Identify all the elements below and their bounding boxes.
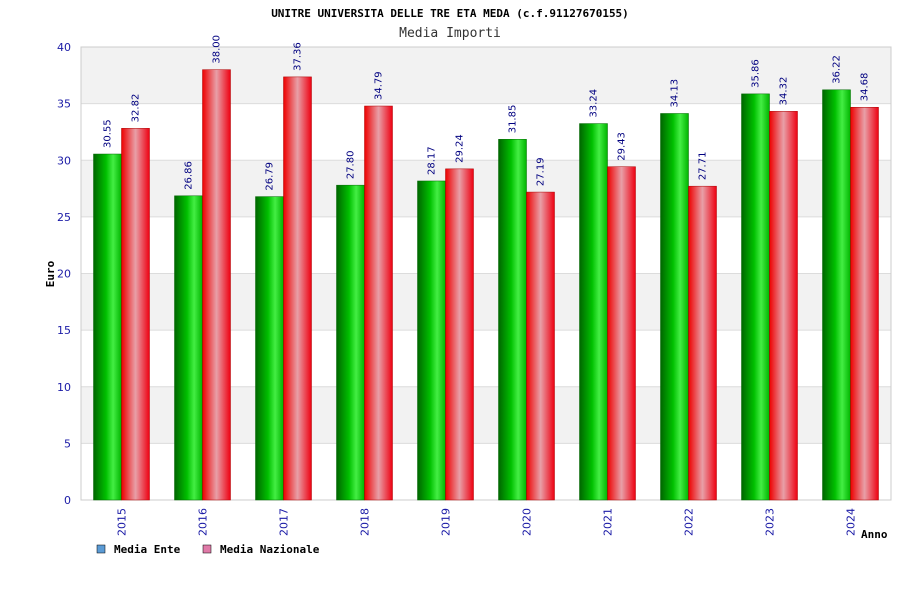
bar-media-ente-2020 [498,139,527,501]
y-axis-label: Euro [44,260,57,287]
y-tick-label: 10 [57,381,71,394]
value-label-media-nazionale-2019: 29.24 [455,134,466,163]
y-tick-label: 0 [64,494,71,507]
value-label-media-ente-2015: 30.55 [103,119,114,148]
bar-media-ente-2023 [741,93,770,501]
y-tick-label: 40 [57,41,71,54]
bar-media-nazionale-2015 [121,128,150,501]
value-label-media-ente-2020: 31.85 [508,105,519,134]
legend-swatch-media-nazionale [202,544,212,554]
bar-media-ente-2024 [822,89,851,501]
bar-media-ente-2015 [93,153,122,501]
bar-media-nazionale-2021 [607,166,636,501]
x-tick-label-2015: 2015 [116,508,129,536]
bar-media-ente-2016 [174,195,203,501]
bar-media-ente-2018 [336,184,365,501]
value-label-media-nazionale-2018: 34.79 [374,71,385,100]
bars [93,69,879,501]
x-tick-label-2019: 2019 [440,508,453,536]
bar-media-nazionale-2020 [526,191,555,501]
value-label-media-ente-2021: 33.24 [589,89,600,118]
y-tick-label: 20 [57,268,71,281]
x-axis-ticks: 2015 2016 2017 2018 2019 2020 2021 2022 2023 2024 [116,508,858,536]
x-tick-label-2021: 2021 [602,508,615,536]
plot-border [80,46,892,501]
bar-media-nazionale-2019 [445,168,474,501]
chart-title: UNITRE UNIVERSITA DELLE TRE ETA MEDA (c.… [271,7,629,20]
value-labels: 30.55 32.82 26.86 38.00 26.79 37.36 27.80 34.79… [103,35,871,191]
x-axis-label: Anno [861,528,888,541]
value-label-media-ente-2019: 28.17 [427,146,438,175]
y-tick-label: 15 [57,324,71,337]
legend-label-media-ente: Media Ente [114,543,181,556]
value-label-media-ente-2018: 27.80 [346,151,357,180]
value-label-media-nazionale-2016: 38.00 [212,35,223,64]
value-label-media-nazionale-2017: 37.36 [293,42,304,71]
value-label-media-nazionale-2023: 34.32 [779,77,790,106]
bar-media-nazionale-2022 [688,185,717,501]
y-tick-label: 35 [57,98,71,111]
legend-label-media-nazionale: Media Nazionale [220,543,320,556]
value-label-media-ente-2022: 34.13 [670,79,681,108]
bar-media-nazionale-2017 [283,76,312,501]
value-label-media-nazionale-2015: 32.82 [131,94,142,123]
legend: Media Ente Media Nazionale [96,543,320,556]
legend-swatch-media-ente [96,544,106,554]
bar-media-ente-2021 [579,123,608,501]
value-label-media-nazionale-2021: 29.43 [617,132,628,161]
value-label-media-nazionale-2024: 34.68 [860,73,871,102]
y-tick-label: 25 [57,211,71,224]
bar-media-ente-2017 [255,196,284,501]
x-tick-label-2017: 2017 [278,508,291,536]
y-tick-label: 5 [64,437,71,450]
bar-media-ente-2019 [417,180,446,501]
x-tick-label-2020: 2020 [521,508,534,536]
bar-media-nazionale-2018 [364,105,393,501]
bar-media-nazionale-2016 [202,69,231,501]
x-tick-label-2022: 2022 [683,508,696,536]
chart-subtitle: Media Importi [399,26,501,41]
value-label-media-ente-2024: 36.22 [832,55,843,84]
bar-media-nazionale-2023 [769,111,798,501]
bar-media-ente-2022 [660,113,689,501]
x-tick-label-2024: 2024 [845,508,858,536]
x-tick-label-2018: 2018 [359,508,372,536]
x-tick-label-2016: 2016 [197,508,210,536]
value-label-media-ente-2023: 35.86 [751,59,762,88]
value-label-media-ente-2017: 26.79 [265,162,276,191]
y-tick-label: 30 [57,154,71,167]
value-label-media-nazionale-2020: 27.19 [536,157,547,186]
bar-media-nazionale-2024 [850,106,879,501]
x-tick-label-2023: 2023 [764,508,777,536]
y-axis-ticks: 0 5 10 15 20 25 30 35 40 [57,41,71,507]
value-label-media-ente-2016: 26.86 [184,161,195,190]
value-label-media-nazionale-2022: 27.71 [698,152,709,181]
